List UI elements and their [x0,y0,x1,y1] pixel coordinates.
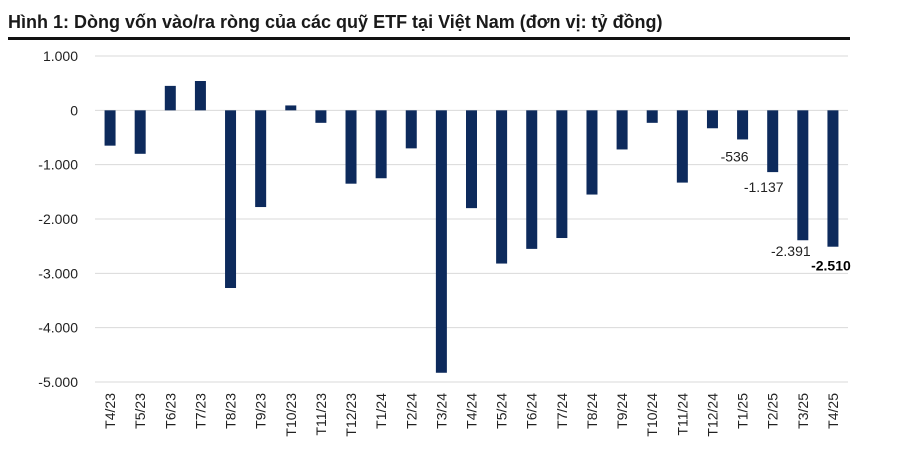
x-tick-label: T6/23 [162,393,178,429]
y-tick-label: -2.000 [38,211,78,227]
bar-t9-24 [616,110,628,150]
bar-t3-25 [797,110,809,241]
x-tick-label: T5/23 [132,393,148,429]
bar-t7-24 [556,110,568,239]
bar-t8-24 [586,110,598,195]
x-tick-label: T7/23 [192,393,208,429]
y-tick-label: -1.000 [38,157,78,173]
x-tick-label: T11/23 [313,393,329,436]
x-tick-label: T5/24 [494,393,510,429]
x-tick-label: T8/23 [223,393,239,429]
x-tick-label: T9/23 [253,393,269,429]
y-tick-label: -3.000 [38,265,78,281]
x-tick-label: T4/25 [825,393,841,429]
x-tick-label: T12/24 [704,393,720,437]
bar-t12-23 [345,110,357,184]
bar-t10-23 [285,105,297,111]
title-underline [8,37,850,40]
bar-t7-23 [194,80,206,111]
x-tick-label: T9/24 [614,393,630,429]
x-tick-label: T7/24 [554,393,570,429]
bar-t10-24 [646,110,658,123]
bar-t4-24 [466,110,477,209]
x-axis: T4/23 T5/23 T6/23 T7/23 T8/23 T9/23 T10/23 T11/… [102,393,841,437]
data-label: -2.391 [771,243,811,259]
x-tick-label: T4/24 [464,393,480,429]
data-label: -536 [721,148,749,164]
bar-t9-23 [255,110,267,208]
y-tick-label: 1.000 [43,48,78,64]
x-tick-label: T1/25 [735,393,751,429]
x-tick-label: T10/24 [644,393,660,437]
x-tick-label: T2/25 [765,393,781,429]
bar-t11-23 [315,110,327,123]
gridlines [95,55,848,383]
bar-t4-23 [104,110,116,146]
data-labels: -536 -1.137 -2.391-2.510 [721,148,851,273]
y-tick-label: -5.000 [38,374,78,390]
y-tick-label: 0 [70,102,78,118]
bar-t1-25 [737,110,749,140]
bar-t8-23 [225,110,237,289]
y-axis: 1.000 0 -1.000 -2.000 -3.000 -4.000 -5.000 [38,48,78,390]
bar-t4-25 [827,110,839,247]
bar-t5-23 [134,110,146,154]
x-tick-label: T8/24 [584,393,600,429]
x-tick-label: T10/23 [283,393,299,437]
x-tick-label: T4/23 [102,393,118,429]
bar-t11-24 [676,110,688,183]
data-label: -1.137 [744,179,784,195]
x-tick-label: T12/23 [343,393,359,437]
bar-t1-24 [375,110,387,179]
bar-t5-24 [496,110,508,264]
bar-t6-23 [164,85,176,111]
x-tick-label: T11/24 [674,393,690,436]
bar-t2-25 [767,110,779,173]
bar-t12-24 [706,110,718,129]
chart-title: Hình 1: Dòng vốn vào/ra ròng của các quỹ… [8,12,663,32]
bars [104,80,839,373]
x-tick-label: T1/24 [373,393,389,429]
x-tick-label: T2/24 [403,393,419,429]
bar-t3-24 [435,110,447,373]
x-tick-label: T6/24 [524,393,540,429]
x-tick-label: T3/24 [433,393,449,429]
x-tick-label: T3/25 [795,393,811,429]
bar-t6-24 [526,110,538,249]
y-tick-label: -4.000 [38,320,78,336]
data-label: -2.510 [811,258,851,274]
bar-t2-24 [405,110,417,149]
